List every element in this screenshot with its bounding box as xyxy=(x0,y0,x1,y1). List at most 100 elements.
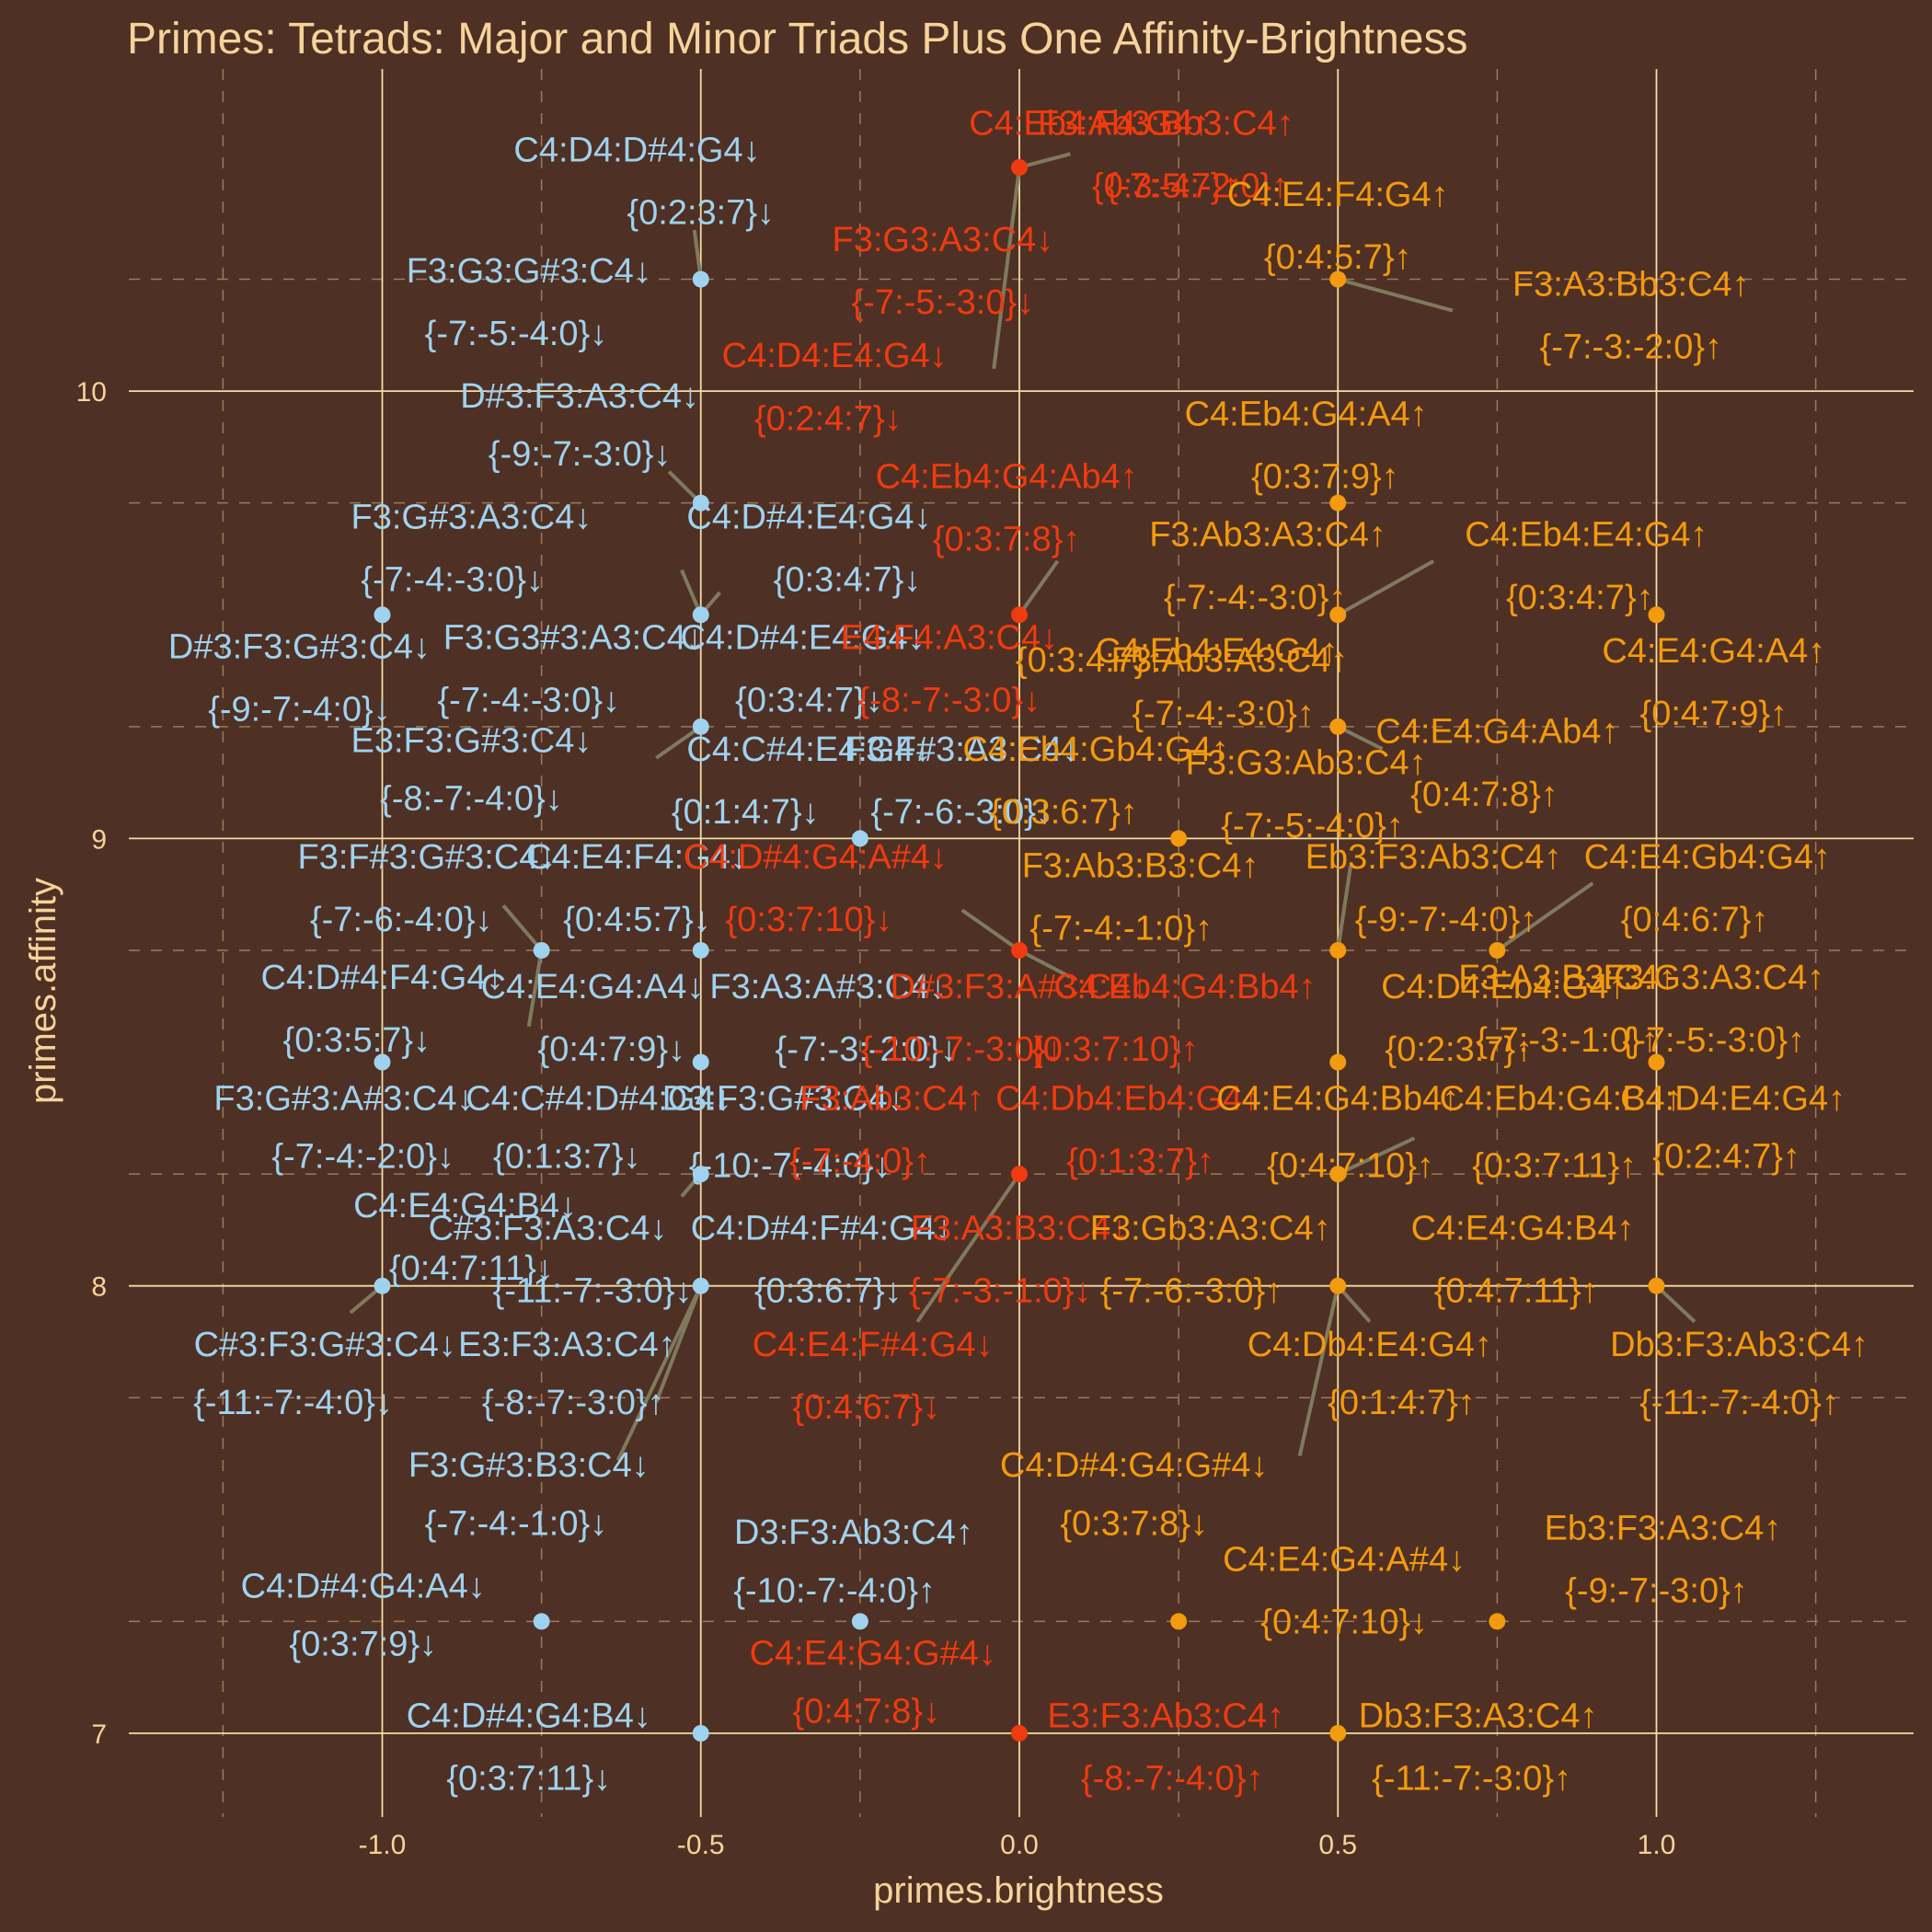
point-label: Db3:F3:Ab3:C4↑ xyxy=(1610,1326,1869,1364)
point-label: {0:1:4:7}↑ xyxy=(1328,1384,1476,1422)
point-label: {-7:-4:-2:0}↑ xyxy=(1107,167,1290,205)
point-label: {-7:-4:-3:0}↓ xyxy=(437,682,620,720)
label-connector xyxy=(915,1172,1021,1323)
point-label: {0:3:6:7}↓ xyxy=(754,1272,903,1311)
point-label: F3:G3:A3:C4↓ xyxy=(833,221,1054,259)
point-label: {-10:-7:-4:0}↓ xyxy=(689,1146,891,1185)
point-label: C4:E4:G4:G#4↓ xyxy=(750,1634,996,1673)
data-point xyxy=(1329,270,1347,288)
point-label: C4:Eb4:E4:G4↑ xyxy=(1465,516,1708,555)
label-connector xyxy=(655,725,702,760)
label-connector xyxy=(1337,559,1435,616)
point-label: {-10:-7:-3:0}↓ xyxy=(861,1030,1064,1069)
data-point xyxy=(1329,941,1347,959)
label-connector xyxy=(526,949,544,1027)
data-point xyxy=(1011,158,1028,176)
label-connector xyxy=(1018,152,1071,169)
point-label: C4:D4:D#4:G4↓ xyxy=(513,131,760,169)
point-label: {0:3:7:10}↓ xyxy=(726,901,893,939)
data-points xyxy=(374,158,1665,1742)
point-label: {-7:-6:-3:0}↓ xyxy=(870,793,1053,832)
point-label: C4:Eb4:E4:G4↑ xyxy=(1096,632,1339,671)
data-point xyxy=(1011,1725,1028,1742)
label-connector xyxy=(960,908,1021,952)
point-label: F3:G#3:A3:C4↓ xyxy=(351,498,592,536)
data-point xyxy=(1011,606,1028,624)
data-point xyxy=(692,1053,709,1071)
point-label: {-9:-7:-4:0}↓ xyxy=(208,690,391,729)
point-label: {-7:-6:-4:0}↓ xyxy=(310,901,493,939)
point-label: E3:F3:Ab3:C4↑ xyxy=(1047,1697,1284,1736)
point-label: {0:3:4:7}↓ xyxy=(774,560,922,599)
point-label: C4:D#4:E4:G4↓ xyxy=(686,498,931,536)
x-axis-title: primes.brightness xyxy=(873,1870,1164,1911)
point-label: {0:3:4:7}↓ xyxy=(735,682,883,720)
point-label: {-7:-5:-3:0}↓ xyxy=(852,283,1035,322)
point-label: C4:Eb4:Gb4:G4↑ xyxy=(962,730,1228,769)
label-connector xyxy=(1337,725,1384,751)
label-connector xyxy=(992,167,1021,370)
data-point xyxy=(1329,718,1347,735)
point-label: C4:D4:E4:G4↓ xyxy=(722,337,948,375)
point-label: C4:Db4:E4:G4↑ xyxy=(1248,1326,1492,1364)
point-label: {-7:-3:-2:0}↑ xyxy=(1540,328,1723,366)
point-label: {0:1:3:7}↓ xyxy=(493,1138,641,1177)
axis-ticks: -1.0 -0.5 0.0 0.5 1.0 7 8 9 10 xyxy=(76,377,1676,1860)
point-label: C4:Eb4:G4:Bb4↑ xyxy=(1053,968,1316,1006)
point-label: C4:D4:Eb4:G4↑ xyxy=(1381,968,1626,1006)
point-label: {0:3:7:10}↑ xyxy=(1031,1030,1199,1069)
point-label: F3:A3:A#3:C4↓ xyxy=(709,968,947,1006)
point-label: C4:Eb4:G4:B4↑ xyxy=(1440,1079,1683,1118)
point-label: {0:3:5:7}↑ xyxy=(1092,167,1240,205)
data-point xyxy=(1648,1053,1665,1071)
point-label: {-8:-7:-3:0}↓ xyxy=(858,682,1041,720)
data-point xyxy=(1489,941,1506,959)
point-label: {-8:-7:-3:0}↑ xyxy=(482,1384,665,1422)
point-label: {-7:-4:0}↑ xyxy=(789,1143,931,1181)
point-label: C4:E4:G4:A#4↓ xyxy=(1223,1540,1466,1579)
point-label: D#3:F3:A3:C4↓ xyxy=(460,377,699,416)
x-tick-label: 1.0 xyxy=(1638,1830,1676,1860)
point-label: C4:C#4:D#4:G4↓ xyxy=(466,1079,731,1118)
data-point xyxy=(374,606,391,624)
point-label: {-7:-3:-1:0}↓ xyxy=(909,1272,1092,1311)
data-point xyxy=(851,1613,868,1630)
point-label: {0:4:6:7}↑ xyxy=(1621,901,1769,939)
data-point xyxy=(692,270,709,288)
point-label: {0:4:7:10}↑ xyxy=(1267,1146,1434,1185)
point-label: F3:Ab3:A3:C4↑ xyxy=(1111,641,1349,680)
data-point xyxy=(1011,941,1028,959)
point-label: {-11:-7:-4:0}↓ xyxy=(193,1384,393,1422)
point-label: C4:Eb4:F4:G4↑ xyxy=(969,104,1210,143)
point-label: {0:2:3:7}↓ xyxy=(627,194,775,233)
point-label: E3:F3:G#3:C4↓ xyxy=(351,721,592,760)
point-label: {0:3:7:8}↑ xyxy=(933,521,1081,559)
y-tick-label: 9 xyxy=(91,824,107,855)
point-label: F3:Ab3:Bb3:C4↑ xyxy=(1038,104,1294,143)
label-connector xyxy=(1496,881,1594,952)
point-label: E3:F3:A3:C4↑ xyxy=(458,1326,676,1364)
point-label: C4:D#4:F#4:G4↓ xyxy=(691,1209,953,1248)
point-label: {0:2:4:7}↓ xyxy=(754,399,903,438)
point-label: C4:D#4:G4:G#4↓ xyxy=(1000,1446,1268,1485)
data-point xyxy=(1329,606,1347,624)
data-point xyxy=(1011,1166,1028,1183)
point-label: {0:4:7:8}↑ xyxy=(1410,776,1558,814)
data-point xyxy=(1329,1053,1347,1071)
label-connector xyxy=(1337,1136,1416,1176)
data-point xyxy=(1329,1277,1347,1294)
label-connector xyxy=(1336,865,1353,951)
point-label: F3:Ab3:B3:C4↑ xyxy=(1022,847,1259,886)
x-tick-label: 0.0 xyxy=(1000,1830,1039,1860)
point-label: {0:4:5:7}↑ xyxy=(1264,238,1412,277)
point-label: C4:E4:G4:Bb4↑ xyxy=(1216,1079,1459,1118)
point-label: {0:4:6:7}↓ xyxy=(793,1388,941,1427)
point-label: F3:G3:G#3:C4↓ xyxy=(407,252,651,291)
point-label: {-7:-5:-4:0}↓ xyxy=(425,315,608,353)
point-label: {-8:-7:-4:0}↓ xyxy=(380,780,563,819)
chart-title: Primes: Tetrads: Major and Minor Triads … xyxy=(127,15,1467,63)
point-label: {0:4:7:10}↓ xyxy=(1260,1603,1428,1641)
point-label: {-7:-3:-1:0}↑ xyxy=(1476,1021,1659,1060)
